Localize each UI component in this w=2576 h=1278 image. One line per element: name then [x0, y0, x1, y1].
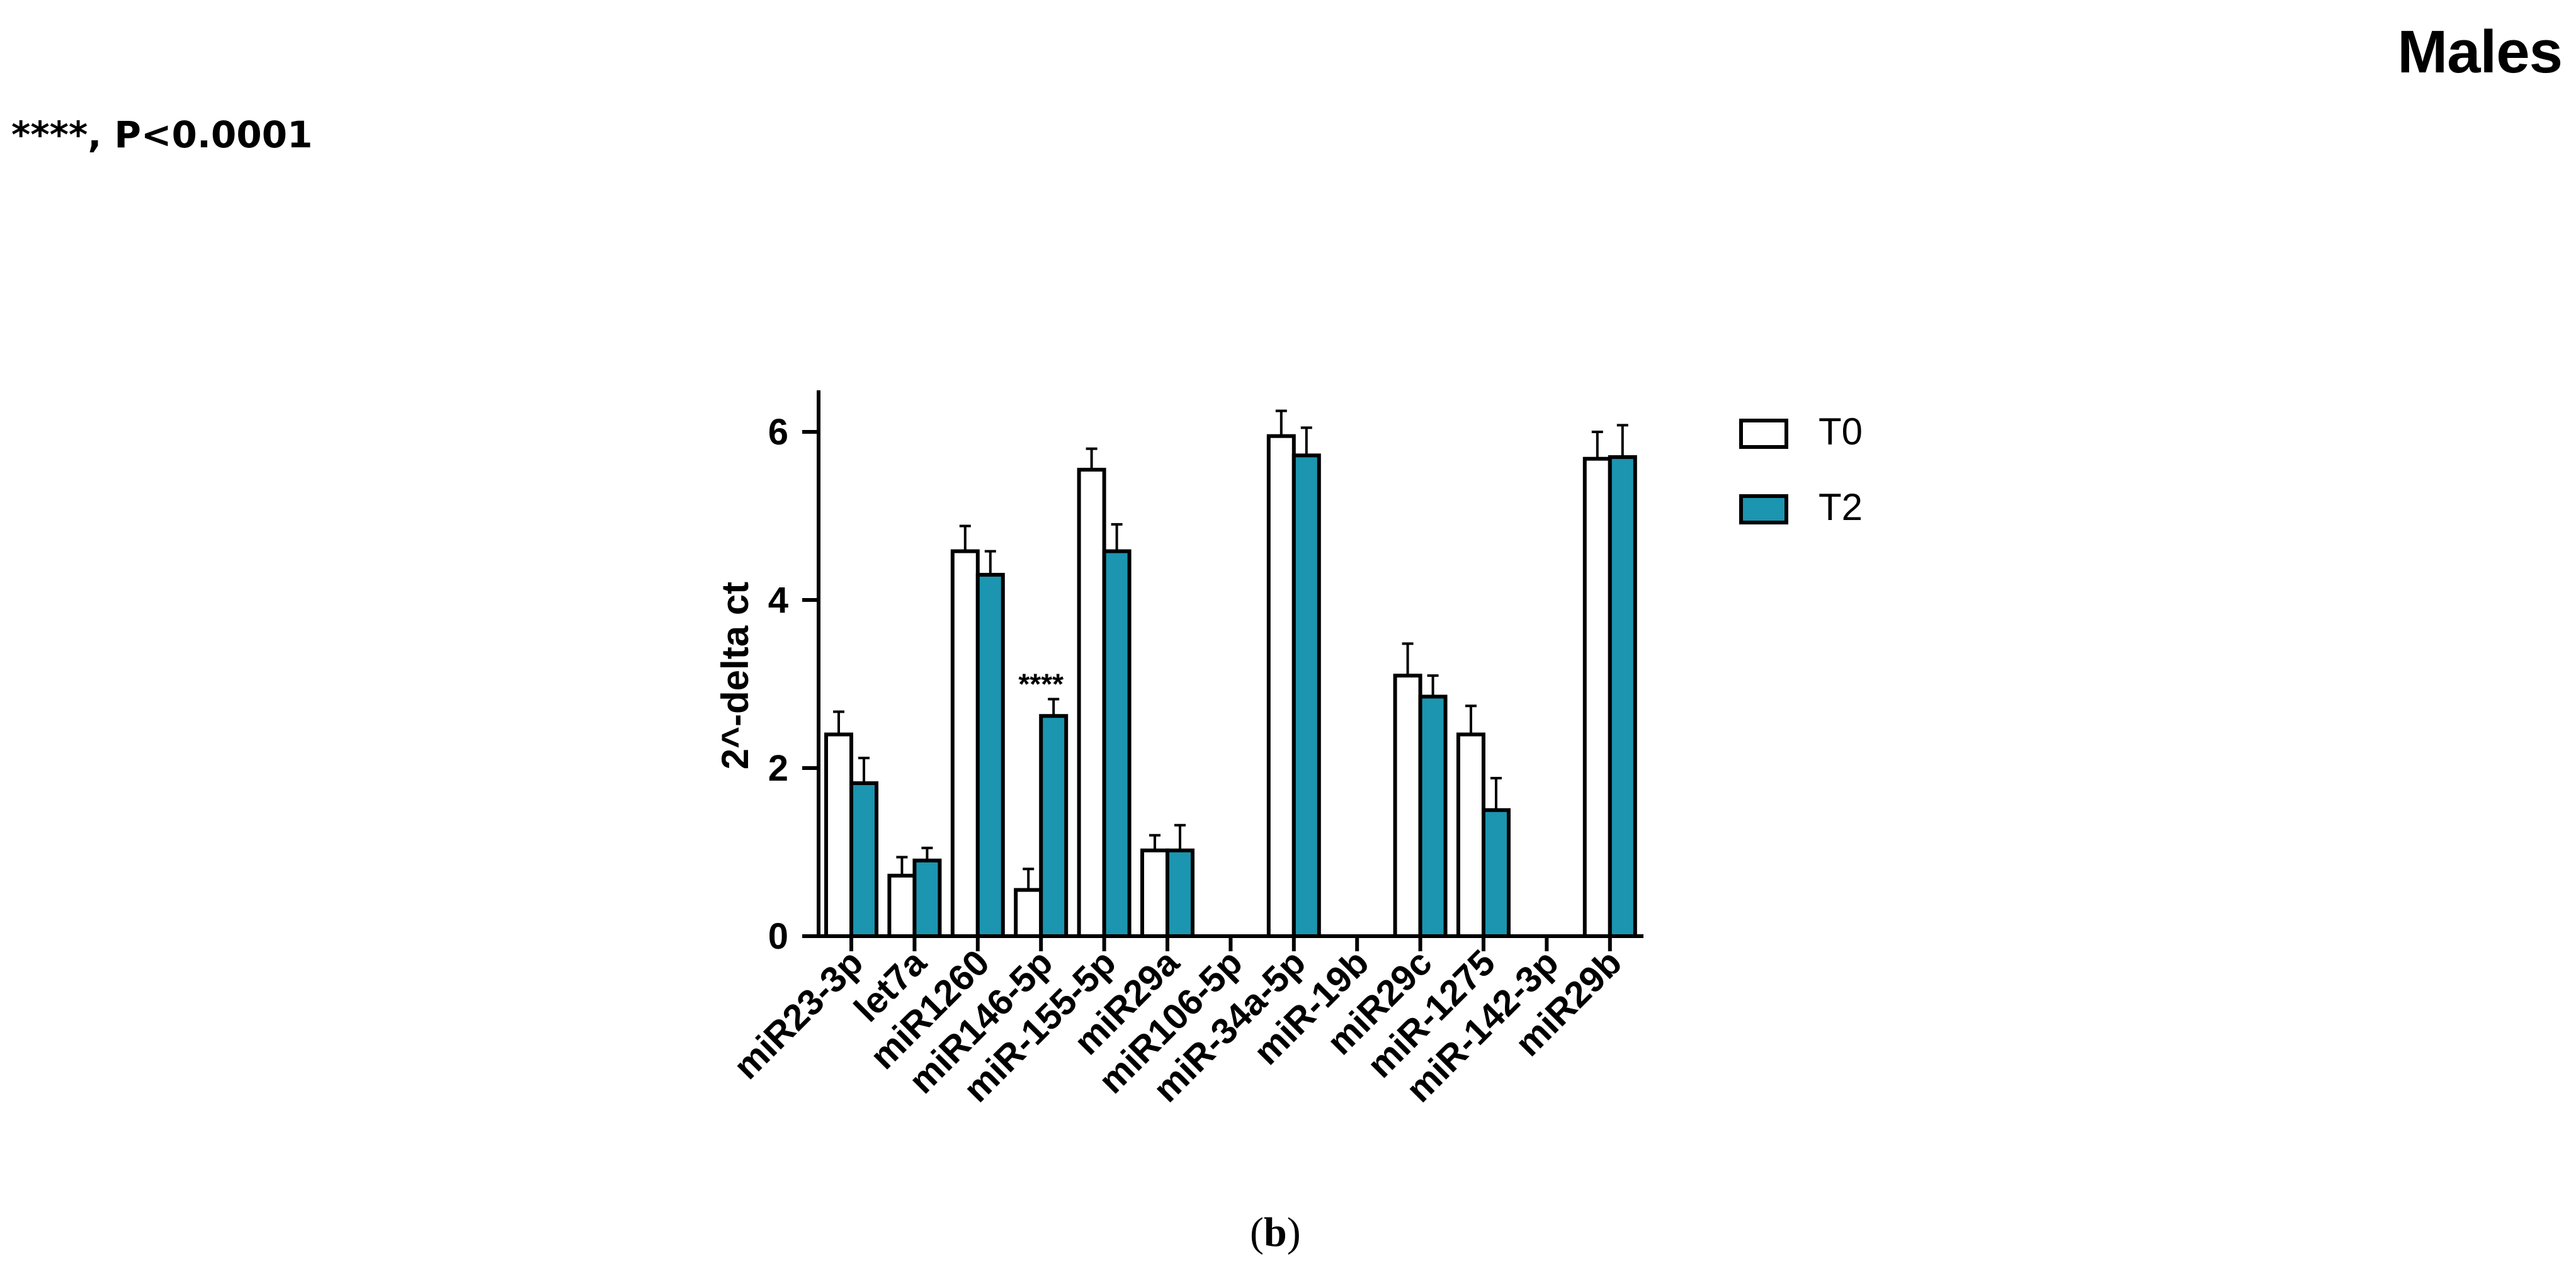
y-tick-label: 0 [768, 916, 788, 957]
bar-T0-miR-155-5p [1077, 468, 1106, 938]
y-tick-label: 2 [768, 748, 788, 789]
bar-T0-miR23-3p [824, 732, 853, 938]
chart-annotations: **** [1018, 668, 1064, 701]
bar-T2-let7a [912, 858, 942, 938]
bar-T2-miR-155-5p [1102, 549, 1132, 938]
x-tick-label: miR23-3p [726, 942, 871, 1087]
y-tick-label: 6 [768, 412, 788, 453]
bar-T2-miR146-5p [1039, 714, 1069, 938]
chart-axes [817, 390, 1643, 938]
bar-T0-let7a [887, 873, 917, 939]
chart-legend: T0 T2 [1739, 410, 1863, 528]
bar-T2-miR29a [1166, 848, 1194, 938]
y-axis-ticks: 0 2 4 6 [768, 412, 819, 957]
bar-T2-miR23-3p [849, 781, 878, 939]
bar-T2-miR1260 [975, 572, 1005, 938]
bar-T2-miR-1275 [1482, 808, 1511, 938]
y-tick-label: 4 [768, 580, 788, 621]
significance-note: ****, P<0.0001 [11, 113, 313, 156]
bars [824, 409, 1637, 939]
bar-T2-miR29c [1418, 694, 1448, 939]
bar-T2-miR29b [1608, 455, 1637, 938]
legend-swatch-T2 [1739, 494, 1788, 524]
panel-label: (b) [1250, 1209, 1301, 1255]
bar-T0-miR29b [1582, 456, 1612, 938]
bar-T2-miR-34a-5p [1291, 453, 1321, 938]
y-axis-label: 2^-delta ct [714, 582, 756, 769]
x-axis-ticks: miR23-3plet7amiR1260miR146-5pmiR-155-5pm… [726, 936, 1630, 1110]
legend-swatch-T0 [1739, 419, 1788, 449]
y-axis-title: 2^-delta ct [714, 582, 756, 769]
legend-label-T2: T2 [1819, 486, 1863, 528]
panel-letter: b [1263, 1209, 1287, 1255]
bar-T0-miR1260 [950, 549, 980, 938]
bar-T0-miR29a [1140, 848, 1169, 938]
bar-T0-miR-1275 [1456, 732, 1485, 938]
legend-label-T0: T0 [1819, 410, 1863, 453]
panel-title: Males [2397, 18, 2563, 86]
bar-T0-miR146-5p [1014, 888, 1043, 938]
bar-T0-miR29c [1393, 674, 1422, 939]
bar-T0-miR-34a-5p [1266, 434, 1296, 938]
significance-marker: **** [1018, 668, 1064, 701]
